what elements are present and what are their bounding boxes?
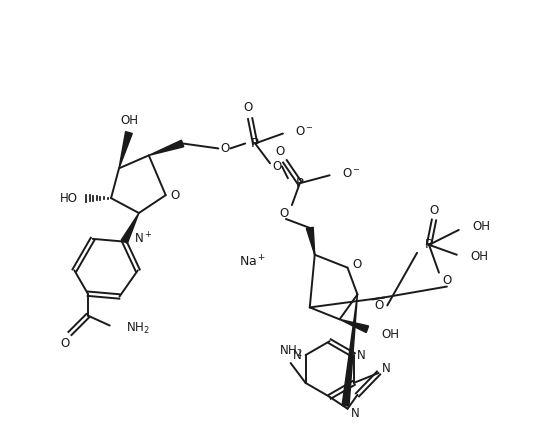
Polygon shape (119, 132, 132, 168)
Text: O: O (279, 207, 289, 220)
Text: O: O (353, 258, 362, 271)
Polygon shape (340, 319, 368, 333)
Text: O$^-$: O$^-$ (341, 167, 361, 180)
Text: O: O (375, 299, 384, 312)
Text: P: P (251, 137, 259, 150)
Text: N: N (382, 362, 391, 375)
Text: P: P (425, 238, 433, 251)
Text: O: O (272, 160, 282, 173)
Text: O: O (170, 189, 180, 202)
Text: O$^-$: O$^-$ (295, 125, 314, 138)
Text: P: P (296, 177, 304, 190)
Text: O: O (244, 101, 253, 114)
Text: O: O (442, 274, 451, 287)
Text: O: O (276, 145, 284, 158)
Text: Na$^+$: Na$^+$ (238, 254, 266, 269)
Text: OH: OH (470, 250, 489, 263)
Text: OH: OH (382, 328, 399, 341)
Text: NH$_2$: NH$_2$ (279, 343, 302, 359)
Polygon shape (306, 227, 315, 255)
Text: O: O (60, 337, 70, 350)
Polygon shape (342, 294, 357, 406)
Text: OH: OH (120, 114, 138, 127)
Text: N$^+$: N$^+$ (135, 231, 153, 246)
Text: N: N (293, 349, 302, 362)
Text: O: O (429, 204, 439, 216)
Polygon shape (149, 140, 184, 155)
Polygon shape (121, 213, 139, 243)
Text: NH$_2$: NH$_2$ (126, 321, 149, 336)
Text: O: O (221, 142, 230, 155)
Text: N: N (351, 407, 360, 420)
Text: N: N (357, 349, 366, 362)
Text: HO: HO (60, 192, 79, 205)
Text: OH: OH (473, 220, 491, 233)
